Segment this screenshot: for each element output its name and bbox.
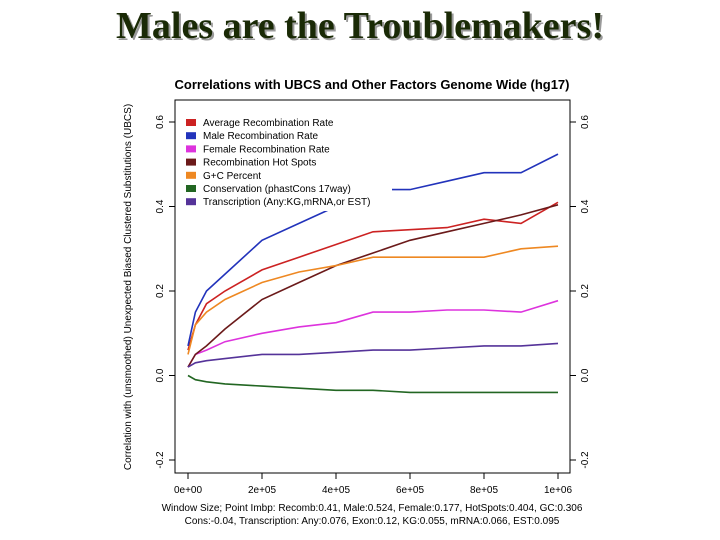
- legend: Average Recombination Rate Male Recombina…: [180, 114, 392, 211]
- legend-swatch: [186, 158, 196, 166]
- legend-box: [180, 114, 392, 211]
- series-line-transcription-any-kg-mrna-or-est: [187, 342, 559, 368]
- legend-swatch: [186, 145, 196, 153]
- y-tick-label-right: 0.6: [580, 115, 591, 129]
- legend-swatch: [186, 185, 196, 192]
- legend-entry: Recombination Hot Spots: [203, 158, 316, 169]
- legend-swatch: [186, 198, 196, 206]
- series-line-recombination-hot-spots: [187, 204, 559, 368]
- plot-frame: [174, 99, 571, 474]
- x-tick-label: 2e+05: [248, 485, 277, 496]
- series-line-conservation-phastcons-17way: [187, 374, 558, 394]
- slide-title: Males are the Troublemakers!: [116, 5, 604, 47]
- legend-entry: Female Recombination Rate: [203, 144, 330, 155]
- legend-entry: Transcription (Any:KG,mRNA,or EST): [203, 197, 370, 208]
- y-tick-label-right: 0.2: [580, 284, 591, 298]
- legend-swatch: [186, 132, 196, 140]
- series-line-female-recombination-rate: [187, 299, 559, 368]
- y-tick-label-right: -0.2: [580, 451, 591, 469]
- x-tick-label: 6e+05: [396, 485, 425, 496]
- y-tick-label-left: 0.0: [155, 368, 166, 382]
- y-axis-label: Correlation with (unsmoothed) Unexpected…: [123, 104, 134, 470]
- y-tick-label-left: 0.4: [155, 199, 166, 213]
- footer-line-2: Cons:-0.04, Transcription: Any:0.076, Ex…: [185, 516, 560, 527]
- series-line-g-c-percent: [187, 245, 559, 355]
- chart-title: Correlations with UBCS and Other Factors…: [175, 77, 570, 92]
- legend-swatch: [186, 171, 196, 179]
- legend-swatch: [186, 119, 196, 126]
- footer-line-1: Window Size; Point Imbp: Recomb:0.41, Ma…: [162, 503, 583, 514]
- axes: 0e+00 2e+05 4e+05 6e+05 8e+05 1e+06 -0.2 -0.2 0.…: [155, 115, 591, 496]
- series-line-average-recombination-rate: [187, 201, 559, 351]
- y-tick-label-right: 0.4: [580, 199, 591, 213]
- x-tick-label: 4e+05: [322, 485, 351, 496]
- legend-entry: Average Recombination Rate: [203, 118, 334, 129]
- y-tick-label-left: 0.2: [155, 284, 166, 298]
- legend-entry: G+C Percent: [203, 171, 261, 182]
- x-tick-label: 1e+06: [544, 485, 573, 496]
- legend-entry: Conservation (phastCons 17way): [203, 184, 351, 195]
- y-tick-label-right: 0.0: [580, 368, 591, 382]
- legend-entry: Male Recombination Rate: [203, 131, 318, 142]
- x-tick-label: 0e+00: [174, 485, 203, 496]
- y-tick-label-left: 0.6: [155, 115, 166, 129]
- x-tick-label: 8e+05: [470, 485, 499, 496]
- y-tick-label-left: -0.2: [155, 451, 166, 469]
